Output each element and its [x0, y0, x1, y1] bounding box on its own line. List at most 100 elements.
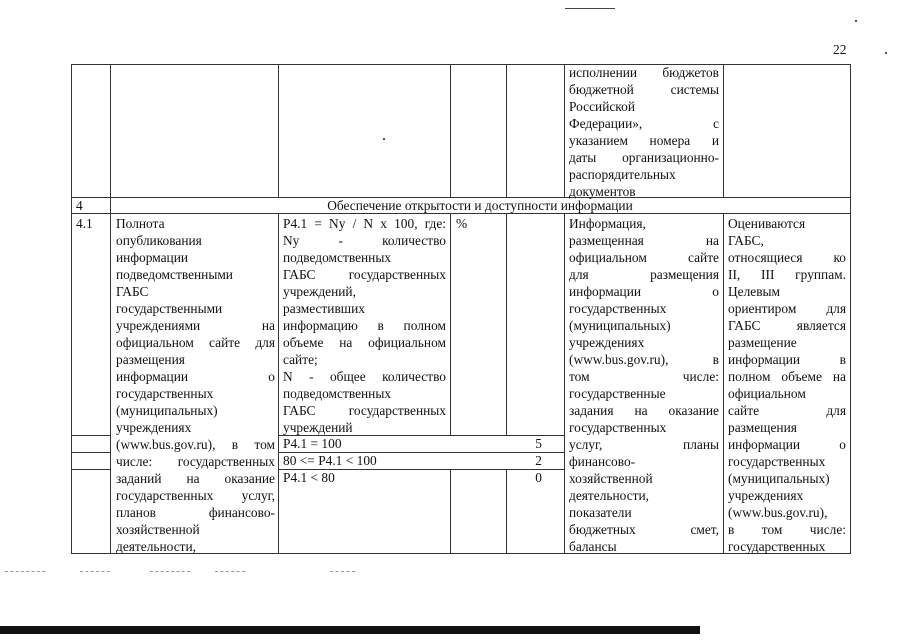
bottom-scan-edge — [0, 626, 700, 634]
text-line: учреждений — [283, 420, 353, 435]
col-border — [506, 213, 507, 436]
text-line: распорядительных — [569, 167, 676, 182]
text-line: P4.1 = Ny / N x 100, где: — [283, 216, 446, 231]
text-line: для размещения — [569, 267, 719, 282]
text-line: исполнении бюджетов — [569, 65, 719, 80]
text-line: бюджетных смет, — [569, 522, 719, 537]
indicator-comment-cell: Оцениваются ГАБС, относящиеся ко II, III гр… — [728, 215, 846, 555]
text-line: учреждениях — [116, 420, 192, 435]
table-bottom-border — [71, 553, 851, 554]
text-line: (муниципальных) — [569, 318, 671, 333]
text-line: размещение — [728, 335, 797, 350]
indicator-name-cell: Полнота опубликования информации подведомст… — [116, 215, 275, 555]
scan-artifact — [330, 571, 355, 573]
text-line: государственных услуг, — [116, 488, 275, 503]
text-line: ориентиром для — [728, 301, 846, 316]
text-line: Полнота — [116, 216, 165, 231]
scan-speck — [855, 20, 857, 22]
indicator-number: 4.1 — [76, 216, 93, 231]
table-top-border — [71, 64, 851, 65]
text-line: Информация, — [569, 216, 646, 231]
text-line: размещения — [728, 420, 797, 435]
subrow-divider — [71, 469, 110, 470]
text-line: ГАБС является — [728, 318, 846, 333]
text-line: государственными — [116, 301, 223, 316]
continuation-source-cell: исполнении бюджетов бюджетной системы Росс… — [569, 65, 719, 201]
scan-artifact — [150, 571, 190, 573]
text-line: (www.bus.gov.ru), — [728, 505, 828, 520]
subrow-divider — [71, 435, 110, 436]
col-border — [506, 64, 507, 197]
text-line: учреждениями на — [116, 318, 275, 333]
indicator-formula-cell: P4.1 = Ny / N x 100, где: Ny - количество… — [283, 215, 446, 436]
col-border — [450, 469, 451, 554]
subrow-divider — [278, 435, 564, 436]
score-points: 2 — [535, 453, 542, 468]
text-line: балансы — [569, 539, 617, 554]
score-condition: P4.1 = 100 — [283, 436, 342, 451]
col-border — [506, 469, 507, 554]
row-divider — [71, 213, 851, 214]
text-line: финансово- — [569, 454, 636, 469]
row-divider — [71, 197, 851, 198]
text-line: в том числе: — [728, 522, 846, 537]
text-line: заданий на оказание — [116, 471, 275, 486]
text-line: учреждениях — [569, 335, 645, 350]
text-line: учреждений, — [283, 284, 356, 299]
subrow-divider — [278, 452, 564, 453]
text-line: Ny - количество — [283, 233, 446, 248]
col-border — [564, 64, 565, 197]
text-line: государственных — [728, 454, 826, 469]
text-line: сайте для — [728, 403, 846, 418]
col-border — [110, 64, 111, 554]
scan-artifact — [215, 571, 245, 573]
text-line: Целевым — [728, 284, 781, 299]
text-line: деятельности, — [569, 488, 650, 503]
text-line: хозяйственной — [569, 471, 653, 486]
text-line: задания на оказание — [569, 403, 719, 418]
text-line: информации о — [728, 437, 846, 452]
text-line: услуг, планы — [569, 437, 719, 452]
text-line: ГАБС — [116, 284, 149, 299]
text-line: государственных — [728, 539, 826, 554]
col-border — [71, 64, 72, 554]
text-line: информации о — [569, 284, 719, 299]
text-line: государственных — [569, 301, 667, 316]
subrow-divider — [71, 452, 110, 453]
text-line: N - общее количество — [283, 369, 446, 384]
text-line: числе: государственных — [116, 454, 275, 469]
table-right-border — [850, 64, 851, 554]
text-line: (www.bus.gov.ru), в том — [116, 437, 275, 452]
text-line: размещения — [116, 352, 185, 367]
text-line: Оцениваются — [728, 216, 806, 231]
subrow-divider — [278, 469, 564, 470]
text-line: опубликования — [116, 233, 202, 248]
text-line: информации — [116, 250, 189, 265]
score-condition: 80 <= P4.1 < 100 — [283, 453, 377, 468]
text-line: информацию в полном — [283, 318, 446, 333]
scan-speck — [885, 52, 887, 54]
text-line: бюджетной системы — [569, 82, 719, 97]
text-line: II, III группам. — [728, 267, 846, 282]
text-line: деятельности, — [116, 539, 197, 554]
page-number: 22 — [833, 42, 847, 57]
text-line: информации о — [116, 369, 275, 384]
indicator-unit: % — [456, 216, 468, 231]
section-title: Обеспечение открытости и доступности инф… — [327, 198, 633, 213]
text-line: указанием номера и — [569, 133, 719, 148]
text-line: полном объеме на — [728, 369, 846, 384]
text-line: официальном сайте — [569, 250, 719, 265]
text-line: Федерации», с — [569, 116, 719, 131]
text-line: подведомственных — [283, 386, 392, 401]
col-border — [564, 213, 565, 554]
text-line: государственные — [569, 386, 666, 401]
indicator-source-cell: Информация, размещенная на официальном сай… — [569, 215, 719, 555]
col-border — [723, 213, 724, 554]
text-line: сайте; — [283, 352, 318, 367]
text-line: государственных — [569, 420, 667, 435]
text-line: подведомственных — [283, 250, 392, 265]
score-condition: P4.1 < 80 — [283, 470, 335, 485]
text-line: ГАБС государственных — [283, 267, 446, 282]
scan-speck — [383, 138, 385, 140]
text-line: официальном сайте для — [116, 335, 275, 350]
